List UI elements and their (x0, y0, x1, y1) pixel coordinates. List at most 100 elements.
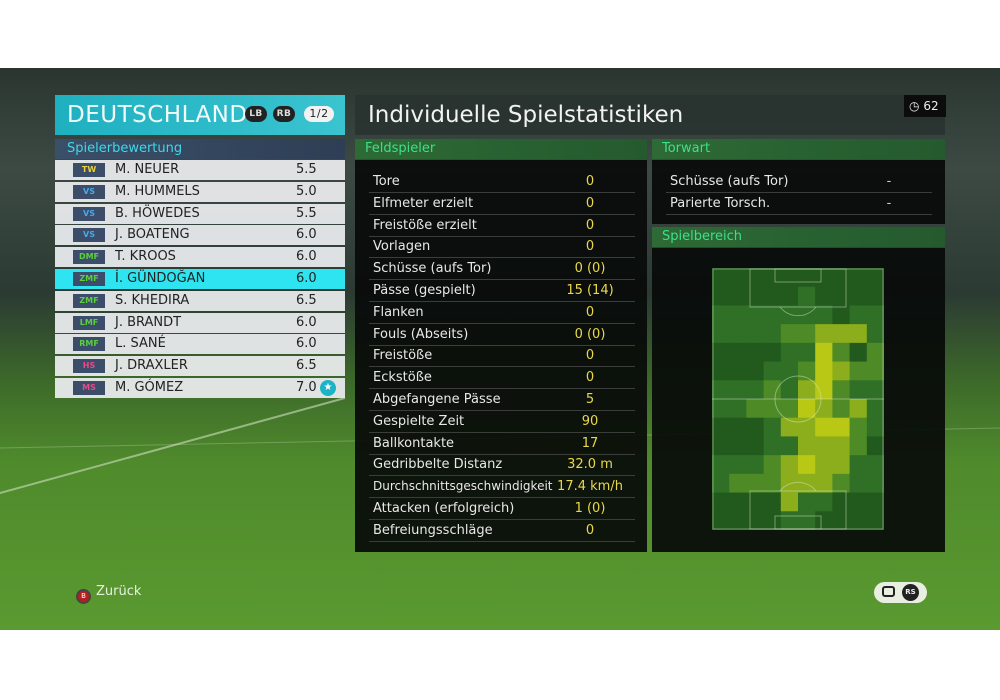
player-row[interactable]: ZMF İ. GÜNDOĞAN 6.0 (55, 269, 345, 289)
heatmap-cell (815, 436, 833, 456)
play-area-panel (652, 248, 945, 552)
heatmap-cell (763, 511, 782, 530)
field-player-panel: Tore 0 Elfmeter erzielt 0 Freistöße erzielt 0… (355, 160, 647, 552)
player-rating: 7.0 (296, 380, 317, 395)
heatmap-cell (832, 268, 851, 288)
stat-row: Freistöße 0 (369, 345, 635, 368)
stat-row: Pässe (gespielt) 15 (14) (369, 280, 635, 302)
heatmap-cell (849, 324, 868, 344)
stat-value: 0 (585, 348, 595, 364)
stat-row: Gedribbelte Distanz 32.0 m (369, 454, 635, 477)
heatmap-cell (866, 511, 884, 530)
stat-label: Pässe (gespielt) (373, 283, 476, 298)
heatmap-cell (866, 305, 884, 325)
heatmap-cell (798, 324, 816, 344)
heatmap-cell (712, 492, 730, 512)
heatmap-cell (763, 455, 782, 475)
heatmap-cell (712, 436, 730, 456)
back-label: Zurück (96, 584, 142, 599)
heatmap-cell (849, 268, 868, 288)
heatmap-cell (866, 342, 884, 363)
heatmap-cell (780, 268, 799, 288)
player-row[interactable]: HS J. DRAXLER 6.5 (55, 356, 345, 377)
stat-value: - (886, 195, 892, 211)
heatmap-cell (832, 324, 851, 344)
stat-value: 0 (0) (574, 261, 606, 277)
heatmap-cell (729, 361, 747, 381)
heatmap-cell (849, 399, 868, 419)
back-button[interactable]: B Zurück (76, 584, 141, 604)
heatmap-cell (815, 361, 833, 381)
player-row[interactable]: RMF L. SANÉ 6.0 (55, 334, 345, 355)
heatmap-cell (712, 305, 730, 325)
stat-value: 0 (585, 217, 595, 233)
heatmap-cell (746, 473, 765, 494)
heatmap-cell (832, 286, 851, 306)
stat-row: Fouls (Abseits) 0 (0) (369, 324, 635, 346)
position-badge: ZMF (73, 272, 105, 286)
heatmap-cell (798, 305, 816, 325)
heatmap-cell (763, 436, 782, 456)
player-row[interactable]: TW M. NEUER 5.5 (55, 160, 345, 180)
heatmap-cell (780, 361, 799, 381)
player-row[interactable]: ZMF S. KHEDIRA 6.5 (55, 290, 345, 311)
stat-value: 17 (581, 435, 599, 451)
heatmap-cell (712, 455, 730, 475)
heatmap-cell (712, 473, 730, 494)
player-row[interactable]: VS B. HÖWEDES 5.5 (55, 203, 345, 224)
rs-icon[interactable]: RS (902, 584, 919, 601)
stat-value: 0 (585, 522, 595, 538)
heatmap-cell (866, 380, 884, 400)
heatmap-cell (780, 511, 799, 530)
options-buttons[interactable]: RS (874, 582, 927, 603)
heatmap-cell (849, 417, 868, 437)
heatmap-cell (815, 399, 833, 419)
player-row[interactable]: VS J. BOATENG 6.0 (55, 225, 345, 246)
stat-value: 0 (585, 239, 595, 255)
player-row[interactable]: VS M. HUMMELS 5.0 (55, 181, 345, 202)
heatmap-cell (798, 455, 816, 475)
heatmap-cell (780, 399, 799, 419)
heatmap-cell (780, 492, 799, 512)
chat-icon[interactable] (882, 586, 895, 597)
heatmap-cell (798, 342, 816, 363)
player-row[interactable]: DMF T. KROOS 6.0 (55, 247, 345, 268)
rb-button[interactable]: RB (273, 106, 295, 122)
stat-value: 0 (585, 370, 595, 386)
heatmap-cell (729, 417, 747, 437)
player-row[interactable]: LMF J. BRANDT 6.0 (55, 312, 345, 333)
player-rating: 5.0 (296, 183, 317, 199)
stat-row: Parierte Torsch. - (666, 193, 932, 215)
player-rating: 5.5 (296, 162, 317, 177)
player-rating: 6.0 (296, 336, 317, 352)
stat-label: Gespielte Zeit (373, 413, 465, 429)
heatmap-cell (815, 324, 833, 344)
team-name: DEUTSCHLAND (67, 102, 248, 128)
stat-label: Flanken (373, 304, 424, 320)
heatmap-cell (849, 286, 868, 306)
stat-label: Freistöße (373, 348, 433, 364)
player-name: İ. GÜNDOĞAN (115, 271, 206, 286)
heatmap-cell (729, 473, 747, 494)
heatmap-cell (712, 380, 730, 400)
stat-row: Befreiungsschläge 0 (369, 520, 635, 542)
player-name: S. KHEDIRA (115, 292, 190, 308)
stat-label: Elfmeter erzielt (373, 195, 474, 211)
heatmap-cell (712, 286, 730, 306)
heatmap-cell (746, 511, 765, 530)
position-badge: RMF (73, 337, 105, 352)
position-badge: TW (73, 163, 105, 177)
stat-value: 32.0 m (567, 457, 613, 473)
heatmap-cell (832, 361, 851, 381)
heatmap-cell (849, 511, 868, 530)
lb-button[interactable]: LB (245, 106, 267, 122)
heatmap-cell (815, 511, 833, 530)
heatmap-cell (729, 305, 747, 325)
heatmap-cell (763, 342, 782, 363)
position-badge: ZMF (73, 293, 105, 308)
player-row[interactable]: MS M. GÓMEZ 7.0 ★ (55, 378, 345, 398)
stat-value: 0 (585, 304, 595, 320)
heatmap-cell (798, 473, 816, 494)
heatmap-cell (746, 436, 765, 456)
stat-row: Attacken (erfolgreich) 1 (0) (369, 498, 635, 520)
